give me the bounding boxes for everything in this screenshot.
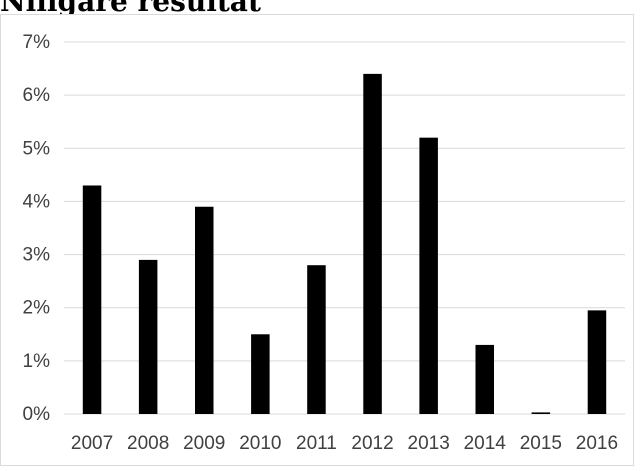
y-tick-label: 0% bbox=[23, 404, 51, 425]
bar-2007 bbox=[82, 185, 102, 414]
bar-2010 bbox=[251, 334, 270, 414]
bar-2011 bbox=[307, 265, 326, 414]
bar-2015 bbox=[531, 412, 551, 414]
bar-2013 bbox=[419, 137, 438, 414]
x-tick-label: 2011 bbox=[296, 433, 337, 454]
y-tick-label: 2% bbox=[23, 298, 51, 319]
y-tick-label: 5% bbox=[23, 138, 51, 159]
bar-2014 bbox=[475, 344, 495, 414]
x-tick-label: 2014 bbox=[464, 433, 507, 454]
y-tick-label: 4% bbox=[23, 191, 51, 212]
x-tick-label: 2007 bbox=[71, 433, 113, 454]
bar-2008 bbox=[138, 259, 158, 414]
chart-heading: Nlligare resultat bbox=[0, 0, 261, 18]
y-tick-label: 6% bbox=[23, 85, 51, 106]
x-tick-label: 2012 bbox=[351, 433, 393, 454]
bar-2012 bbox=[363, 73, 382, 414]
bar-2009 bbox=[194, 206, 214, 414]
y-tick-label: 3% bbox=[23, 245, 51, 266]
bar-2016 bbox=[587, 310, 607, 414]
x-tick-label: 2016 bbox=[576, 433, 618, 454]
y-tick-label: 1% bbox=[23, 351, 51, 372]
x-tick-label: 2015 bbox=[520, 433, 562, 454]
x-tick-label: 2010 bbox=[239, 433, 281, 454]
x-tick-label: 2013 bbox=[408, 433, 450, 454]
y-tick-label: 7% bbox=[23, 32, 51, 53]
x-tick-label: 2009 bbox=[183, 433, 225, 454]
x-tick-label: 2008 bbox=[127, 433, 169, 454]
